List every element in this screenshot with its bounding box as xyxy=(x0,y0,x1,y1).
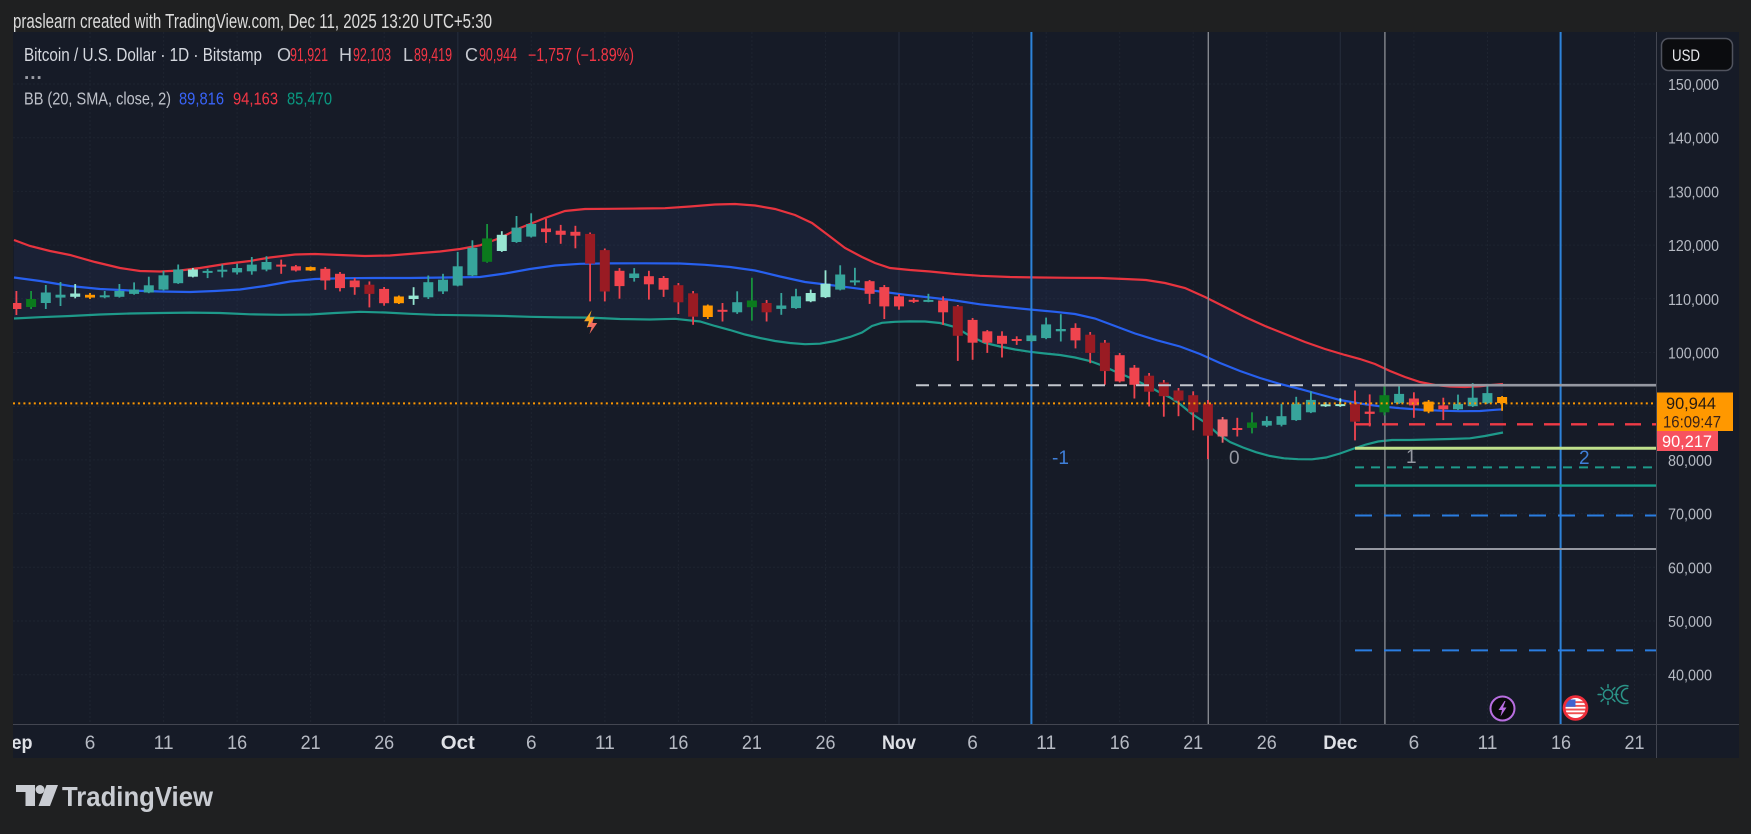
svg-text:O: O xyxy=(277,45,291,65)
svg-text:2: 2 xyxy=(1579,448,1590,469)
svg-text:90,944: 90,944 xyxy=(1666,394,1716,413)
svg-text:110,000: 110,000 xyxy=(1668,292,1719,309)
svg-text:91,921: 91,921 xyxy=(290,45,328,65)
svg-text:92,103: 92,103 xyxy=(353,45,391,65)
svg-text:L: L xyxy=(403,45,413,65)
svg-text:16: 16 xyxy=(227,733,247,754)
svg-text:Bitcoin / U.S. Dollar · 1D · B: Bitcoin / U.S. Dollar · 1D · Bitstamp xyxy=(24,45,262,65)
svg-text:Dec: Dec xyxy=(1323,733,1357,754)
svg-text:11: 11 xyxy=(1478,733,1498,754)
svg-text:100,000: 100,000 xyxy=(1668,346,1719,363)
svg-text:80,000: 80,000 xyxy=(1668,453,1712,470)
svg-text:150,000: 150,000 xyxy=(1668,77,1719,94)
svg-text:16: 16 xyxy=(1110,733,1130,754)
svg-text:21: 21 xyxy=(1625,733,1645,754)
svg-text:6: 6 xyxy=(967,733,978,754)
svg-text:140,000: 140,000 xyxy=(1668,131,1719,148)
svg-text:16:09:47: 16:09:47 xyxy=(1663,413,1721,432)
svg-text:Nov: Nov xyxy=(882,733,916,754)
svg-text:6: 6 xyxy=(526,733,537,754)
svg-text:16: 16 xyxy=(1551,733,1571,754)
svg-text:praslearn created with Trading: praslearn created with TradingView.com, … xyxy=(13,11,492,33)
svg-text:6: 6 xyxy=(85,733,96,754)
svg-text:USD: USD xyxy=(1672,46,1700,65)
svg-text:11: 11 xyxy=(154,733,174,754)
svg-text:H: H xyxy=(339,45,352,65)
svg-text:C: C xyxy=(465,45,478,65)
svg-text:21: 21 xyxy=(1183,733,1203,754)
svg-text:Sep: Sep xyxy=(0,733,33,754)
svg-text:16: 16 xyxy=(668,733,688,754)
svg-text:90,217: 90,217 xyxy=(1662,432,1712,451)
svg-text:TradingView: TradingView xyxy=(62,781,213,812)
svg-text:21: 21 xyxy=(742,733,762,754)
svg-text:89,419: 89,419 xyxy=(414,45,452,65)
svg-text:120,000: 120,000 xyxy=(1668,238,1719,255)
svg-text:11: 11 xyxy=(595,733,615,754)
svg-text:-1: -1 xyxy=(1052,448,1069,469)
svg-text:26: 26 xyxy=(816,733,836,754)
svg-text:...: ... xyxy=(24,63,43,84)
svg-text:89,816: 89,816 xyxy=(179,89,224,109)
svg-text:BB (20, SMA, close, 2): BB (20, SMA, close, 2) xyxy=(24,89,171,109)
svg-text:1: 1 xyxy=(1406,447,1417,468)
svg-text:26: 26 xyxy=(374,733,394,754)
svg-text:−1,757 (−1.89%): −1,757 (−1.89%) xyxy=(528,45,634,65)
svg-text:11: 11 xyxy=(1036,733,1056,754)
svg-text:85,470: 85,470 xyxy=(287,89,332,109)
svg-text:6: 6 xyxy=(1409,733,1420,754)
svg-text:90,944: 90,944 xyxy=(479,45,517,65)
svg-text:40,000: 40,000 xyxy=(1668,668,1712,685)
svg-text:Oct: Oct xyxy=(441,733,476,754)
svg-text:130,000: 130,000 xyxy=(1668,184,1719,201)
svg-text:70,000: 70,000 xyxy=(1668,507,1712,524)
svg-text:26: 26 xyxy=(1257,733,1277,754)
svg-text:94,163: 94,163 xyxy=(233,89,278,109)
svg-text:60,000: 60,000 xyxy=(1668,560,1712,577)
svg-text:50,000: 50,000 xyxy=(1668,614,1712,631)
svg-text:0: 0 xyxy=(1229,448,1240,469)
svg-text:21: 21 xyxy=(301,733,321,754)
